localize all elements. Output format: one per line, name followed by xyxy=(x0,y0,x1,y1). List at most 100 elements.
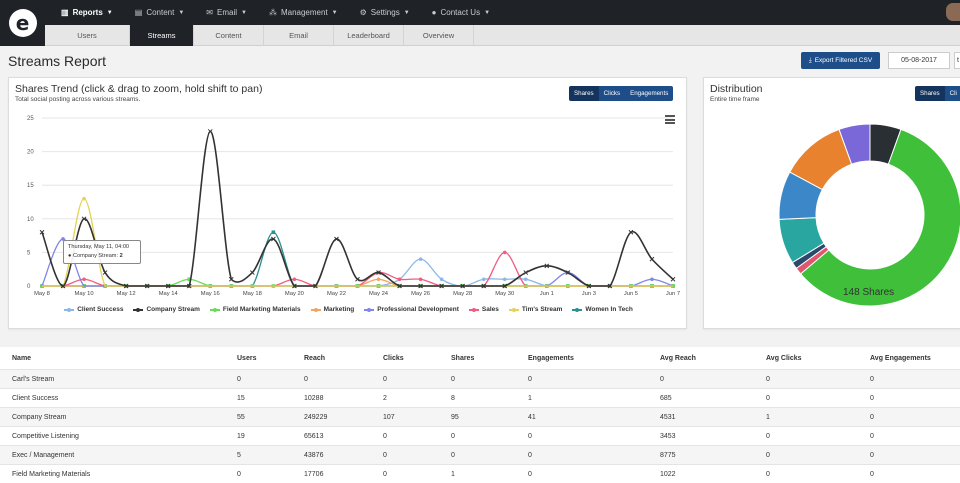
data-point xyxy=(292,283,297,289)
col-avg-engagements[interactable]: Avg Engagements xyxy=(870,354,931,362)
col-engagements[interactable]: Engagements xyxy=(528,354,574,362)
cell-avg-engagements: 0 xyxy=(870,394,874,402)
legend-item[interactable]: Women In Tech xyxy=(572,306,633,313)
data-point xyxy=(439,277,444,282)
legend-item[interactable]: Professional Development xyxy=(364,306,459,313)
trend-chart[interactable]: 0 5 10 15 20 25 May 8 May 10 May 12 May 14 May 16 M… xyxy=(9,106,688,302)
avatar[interactable] xyxy=(946,3,960,21)
distribution-donut-chart[interactable] xyxy=(704,78,960,330)
col-clicks[interactable]: Clicks xyxy=(383,354,404,362)
table-row[interactable]: Client Success 15 10288 2 8 1 685 0 0 xyxy=(0,388,960,407)
cell-avg-engagements: 0 xyxy=(870,375,874,383)
sitemap-icon: ⁂ xyxy=(268,8,277,17)
col-avg-reach[interactable]: Avg Reach xyxy=(660,354,696,362)
data-point xyxy=(271,236,276,242)
tab-overview[interactable]: Overview xyxy=(404,25,474,46)
distribution-panel: Distribution Entire time frame Shares Cl… xyxy=(703,77,960,329)
y-tick-label: 5 xyxy=(27,250,31,256)
donut-slice[interactable] xyxy=(799,128,960,307)
tab-streams[interactable]: Streams xyxy=(130,25,194,46)
nav-email[interactable]: ✉ Email ▼ xyxy=(206,8,247,17)
data-point xyxy=(60,283,66,289)
chevron-down-icon: ▼ xyxy=(241,9,247,16)
table-row[interactable]: Competitive Listening 19 65613 0 0 0 3453 0 0 xyxy=(0,426,960,445)
legend-item[interactable]: Client Success xyxy=(64,306,123,313)
data-point xyxy=(418,257,423,261)
cell-engagements: 0 xyxy=(528,470,532,478)
legend-symbol xyxy=(572,306,583,313)
legend-symbol xyxy=(508,306,519,313)
x-tick-label: May 30 xyxy=(495,291,514,297)
cell-clicks: 0 xyxy=(383,375,387,383)
col-shares[interactable]: Shares xyxy=(451,354,475,362)
donut-slice[interactable] xyxy=(838,123,871,165)
data-point xyxy=(376,270,381,275)
col-name[interactable]: Name xyxy=(12,354,32,362)
top-nav-bar xyxy=(0,0,960,25)
dist-toggle-clicks[interactable]: Cli xyxy=(944,86,960,101)
chevron-down-icon: ▼ xyxy=(484,9,491,16)
data-point xyxy=(502,283,508,289)
cell-name: Company Stream xyxy=(12,413,67,421)
dist-toggle-shares[interactable]: Shares xyxy=(915,86,945,101)
cell-users: 15 xyxy=(237,394,245,402)
chevron-down-icon: ▼ xyxy=(178,9,185,16)
toggle-clicks[interactable]: Clicks xyxy=(598,86,626,101)
tab-users[interactable]: Users xyxy=(45,25,130,46)
legend-symbol xyxy=(364,306,375,313)
nav-management[interactable]: ⁂ Management ▼ xyxy=(268,8,338,17)
start-date-input[interactable]: 05-08-2017 xyxy=(888,52,950,69)
cell-avg-clicks: 0 xyxy=(766,432,770,440)
data-point xyxy=(292,277,297,282)
cell-name: Exec / Management xyxy=(12,451,75,459)
cell-engagements: 0 xyxy=(528,451,532,459)
cell-avg-reach: 0 xyxy=(660,375,664,383)
export-csv-button[interactable]: ⤓ Export Filtered CSV xyxy=(801,52,880,69)
cell-name: Carl's Stream xyxy=(12,375,55,383)
legend-item[interactable]: Company Stream xyxy=(133,306,200,313)
table-row[interactable]: Carl's Stream 0 0 0 0 0 0 0 0 xyxy=(0,369,960,388)
nav-reports[interactable]: ▥ Reports ▼ xyxy=(61,8,113,17)
data-point xyxy=(607,283,613,289)
data-point xyxy=(502,277,507,282)
legend-item[interactable]: Field Marketing Materials xyxy=(209,306,301,313)
col-reach[interactable]: Reach xyxy=(304,354,326,362)
col-users[interactable]: Users xyxy=(237,354,257,362)
cell-avg-engagements: 0 xyxy=(870,470,874,478)
x-tick-label: May 8 xyxy=(34,291,50,297)
tab-email[interactable]: Email xyxy=(264,25,334,46)
table-row[interactable]: Exec / Management 5 43876 0 0 0 8775 0 0 xyxy=(0,445,960,464)
chart-menu-icon[interactable] xyxy=(665,115,675,124)
page-title: Streams Report xyxy=(8,53,107,69)
data-point xyxy=(523,270,529,275)
nav-contact-us[interactable]: ● Contact Us ▼ xyxy=(431,8,491,17)
legend-item[interactable]: Tim's Stream xyxy=(508,306,562,313)
legend-item[interactable]: Sales xyxy=(468,306,499,313)
cell-reach: 10288 xyxy=(304,394,324,402)
gear-icon: ⚙ xyxy=(359,8,367,17)
nav-content[interactable]: ▤ Content ▼ xyxy=(134,8,185,17)
toggle-engagements[interactable]: Engagements xyxy=(625,86,674,101)
legend-item[interactable]: Marketing xyxy=(310,306,354,313)
trend-metric-toggle: Shares Clicks Engagements xyxy=(569,86,674,101)
cell-engagements: 0 xyxy=(528,375,532,383)
x-tick-label: May 22 xyxy=(327,291,346,297)
legend-label: Client Success xyxy=(77,306,124,313)
table-row[interactable]: Field Marketing Materials 0 17706 0 1 0 1022 0 0 xyxy=(0,464,960,483)
data-point xyxy=(397,277,402,282)
nav-settings[interactable]: ⚙ Settings ▼ xyxy=(359,8,410,17)
col-avg-clicks[interactable]: Avg Clicks xyxy=(766,354,802,362)
tooltip-date: Thursday, May 11, 04:00 xyxy=(68,244,130,250)
table-row[interactable]: Company Stream 55 249229 107 95 41 4531 1 0 xyxy=(0,407,960,426)
data-point xyxy=(397,283,402,289)
cell-users: 0 xyxy=(237,470,241,478)
tab-content[interactable]: Content xyxy=(194,25,264,46)
data-point xyxy=(649,256,655,262)
data-point xyxy=(355,276,360,282)
toggle-shares[interactable]: Shares xyxy=(569,86,599,101)
end-date-input[interactable]: t xyxy=(954,52,960,69)
app-logo[interactable]: e xyxy=(0,0,45,46)
trend-subtitle: Total social posting across various stre… xyxy=(15,96,141,103)
data-point xyxy=(82,277,86,282)
tab-leaderboard[interactable]: Leaderboard xyxy=(334,25,404,46)
